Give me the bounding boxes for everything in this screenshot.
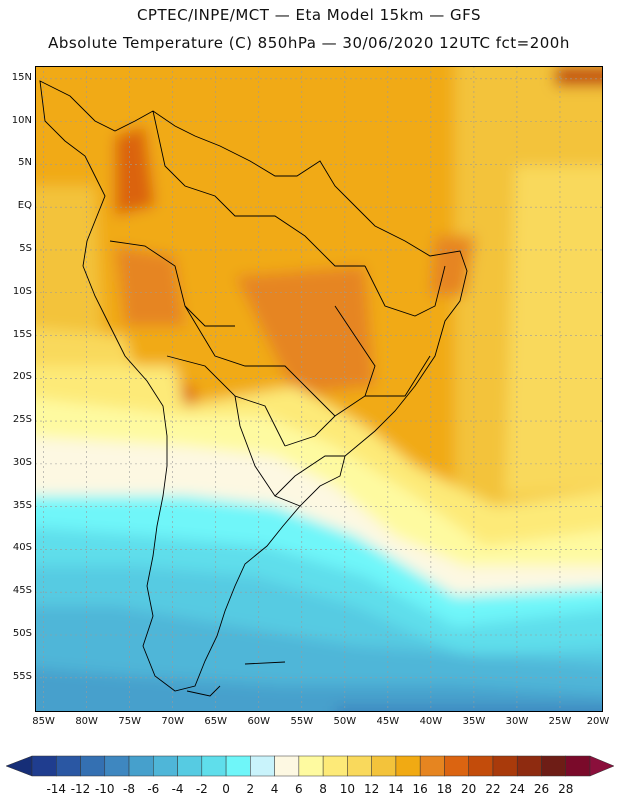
colorbar-swatch bbox=[468, 755, 494, 777]
colorbar-swatch bbox=[274, 755, 300, 777]
colorbar-tick-label: 12 bbox=[364, 782, 380, 796]
lon-tick-label: 75W bbox=[118, 716, 141, 727]
colorbar-swatch bbox=[201, 755, 227, 777]
colorbar-left-arrow bbox=[5, 755, 33, 777]
colorbar-tick-label: -4 bbox=[171, 782, 184, 796]
colorbar-swatch bbox=[322, 755, 348, 777]
temperature-field bbox=[35, 66, 603, 712]
colorbar-swatch bbox=[153, 755, 178, 777]
colorbar-tick-label: -10 bbox=[94, 782, 115, 796]
lon-tick-label: 80W bbox=[75, 716, 98, 727]
colorbar-swatch bbox=[395, 755, 421, 777]
colorbar-tick-label: 26 bbox=[533, 782, 550, 796]
colorbar-tick-label: 2 bbox=[246, 782, 255, 796]
colorbar-tick-label: 24 bbox=[509, 782, 525, 796]
colorbar-tick-label: 6 bbox=[295, 782, 303, 796]
coastline bbox=[39, 80, 468, 697]
colorbar-tick-label: 18 bbox=[436, 782, 453, 796]
chart-subtitle: Absolute Temperature (C) 850hPa — 30/06/… bbox=[48, 34, 570, 52]
colorbar-tick-label: 20 bbox=[461, 782, 477, 796]
lon-tick-label: 40W bbox=[419, 716, 443, 727]
lon-tick-label: 50W bbox=[333, 716, 357, 727]
temperature-map bbox=[35, 66, 603, 712]
colorbar-tick-label: -14 bbox=[46, 782, 67, 796]
lat-tick-label: 50S bbox=[12, 627, 32, 639]
colorbar-tick-label: 10 bbox=[339, 782, 356, 796]
colorbar-tick-label: 22 bbox=[485, 782, 501, 796]
lon-tick-label: 20W bbox=[586, 716, 610, 727]
lat-tick-label: 10N bbox=[11, 114, 32, 126]
lon-tick-label: 35W bbox=[462, 716, 486, 727]
lon-tick-label: 25W bbox=[548, 716, 572, 727]
lat-tick-label: 40S bbox=[12, 542, 32, 554]
colorbar-swatch bbox=[565, 755, 591, 777]
colorbar-swatch bbox=[444, 755, 469, 777]
lat-tick-label: 15S bbox=[12, 328, 32, 340]
colorbar-tick-label: 14 bbox=[388, 782, 404, 796]
colorbar-swatch bbox=[298, 755, 324, 777]
lat-tick-label: 30S bbox=[12, 456, 32, 468]
lat-tick-label: 10S bbox=[12, 285, 32, 297]
colorbar-swatch bbox=[516, 755, 542, 777]
colorbar-swatch bbox=[56, 755, 81, 777]
colorbar bbox=[5, 755, 615, 777]
colorbar-tick-label: -12 bbox=[70, 782, 91, 796]
colorbar-tick-label: -2 bbox=[195, 782, 208, 796]
colorbar-swatch bbox=[104, 755, 130, 777]
colorbar-tick-label: 28 bbox=[558, 782, 574, 796]
colorbar-swatch bbox=[177, 755, 203, 777]
lat-tick-label: 15N bbox=[11, 71, 32, 83]
colorbar-tick-label: -8 bbox=[123, 782, 136, 796]
lon-tick-label: 30W bbox=[505, 716, 529, 727]
lon-tick-label: 85W bbox=[32, 716, 55, 727]
colorbar-swatch bbox=[31, 755, 57, 777]
colorbar-right-arrow bbox=[589, 755, 615, 777]
colorbar-swatch bbox=[541, 755, 566, 777]
colorbar-swatch bbox=[128, 755, 154, 777]
colorbar-tick-label: -6 bbox=[147, 782, 160, 796]
lat-tick-label: EQ bbox=[17, 200, 32, 212]
colorbar-swatch bbox=[492, 755, 518, 777]
lon-tick-label: 70W bbox=[161, 716, 184, 727]
colorbar-swatch bbox=[225, 755, 251, 777]
colorbar-swatch bbox=[250, 755, 275, 777]
lat-tick-label: 55S bbox=[12, 670, 32, 682]
colorbar-tick-label: 16 bbox=[412, 782, 428, 796]
colorbar-swatch bbox=[371, 755, 397, 777]
lat-tick-label: 45S bbox=[12, 585, 32, 597]
lon-tick-label: 65W bbox=[204, 716, 228, 727]
colorbar-swatch bbox=[419, 755, 445, 777]
colorbar-tick-label: 8 bbox=[319, 782, 327, 796]
lat-tick-label: 5N bbox=[18, 157, 32, 169]
lon-tick-label: 55W bbox=[290, 716, 314, 727]
lat-tick-label: 35S bbox=[12, 499, 32, 511]
lat-tick-label: 25S bbox=[12, 414, 32, 426]
colorbar-tick-label: 4 bbox=[270, 782, 279, 796]
lon-tick-label: 45W bbox=[376, 716, 400, 727]
colorbar-swatch bbox=[80, 755, 106, 777]
colorbar-tick-label: 0 bbox=[222, 782, 230, 796]
colorbar-swatch bbox=[347, 755, 372, 777]
lon-tick-label: 60W bbox=[247, 716, 271, 727]
chart-title: CPTEC/INPE/MCT — Eta Model 15km — GFS bbox=[136, 6, 482, 24]
lat-tick-label: 5S bbox=[19, 242, 32, 254]
lat-tick-label: 20S bbox=[12, 371, 32, 383]
